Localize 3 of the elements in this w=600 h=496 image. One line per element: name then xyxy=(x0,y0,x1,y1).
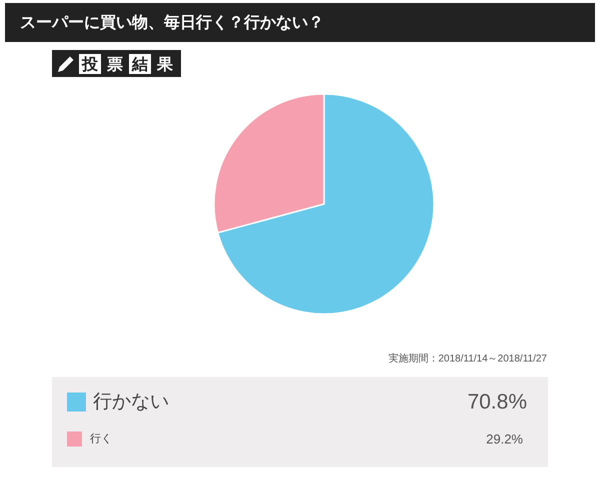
title: スーパーに買い物、毎日行く？行かない？ xyxy=(20,14,324,32)
annotation: 実施期間：2018/11/14～2018/11/27 xyxy=(388,354,547,364)
subtitle: 投票結果 xyxy=(82,56,173,73)
